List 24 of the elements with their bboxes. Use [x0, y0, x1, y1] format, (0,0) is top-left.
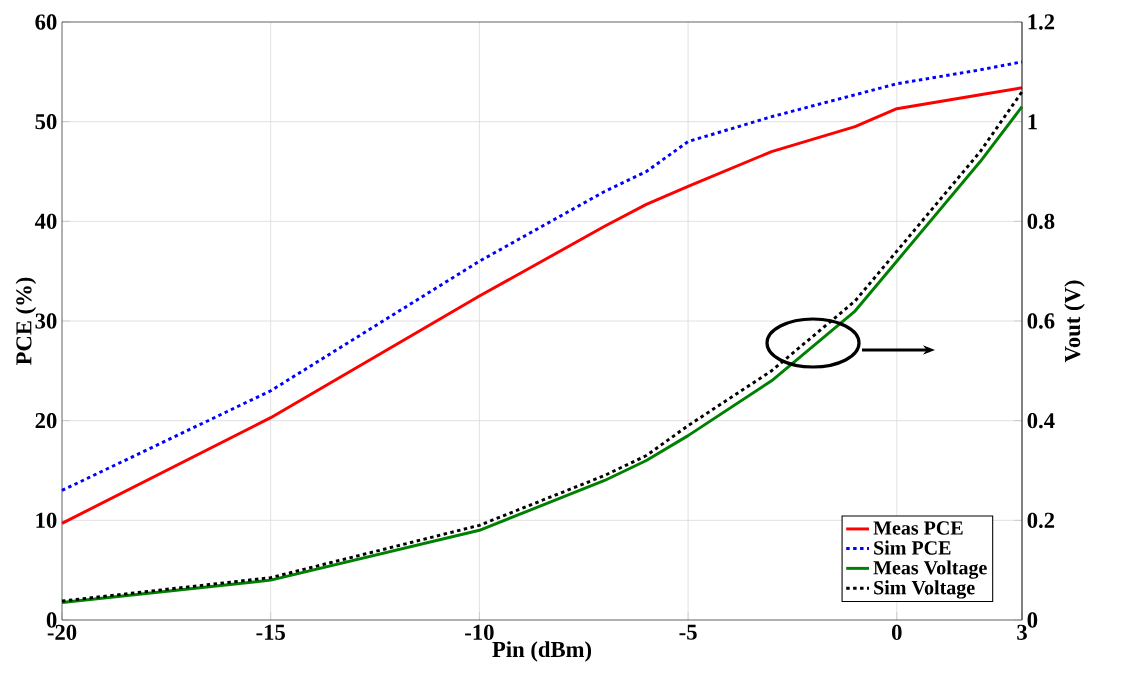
y-tick-label: 50	[35, 114, 57, 130]
legend-label: Meas PCE	[873, 521, 963, 535]
x-tick-label: -15	[256, 624, 285, 640]
y-tick-label: 40	[34, 213, 57, 229]
y2-tick-label: 0.2	[1027, 512, 1055, 529]
x-tick-label: 3	[1017, 624, 1027, 640]
y2-tick-label: 0.4	[1027, 412, 1055, 429]
legend-label: Sim Voltage	[874, 580, 975, 599]
y-tick-label: 20	[35, 413, 57, 429]
legend-label: Sim PCE	[874, 540, 951, 555]
y2-tick-label: 1	[1028, 114, 1037, 130]
x-tick-label: 0	[891, 624, 902, 641]
y2-tick-label: 0	[1027, 612, 1038, 628]
y2-tick-label: 0.8	[1027, 213, 1055, 230]
x-tick-label: -5	[679, 624, 697, 640]
x-tick-label: -10	[465, 624, 494, 641]
y-tick-label: 60	[35, 14, 57, 30]
y2-tick-label: 1.2	[1028, 14, 1055, 30]
legend-label: Meas Voltage	[873, 560, 987, 579]
y2-tick-label: 0.6	[1027, 313, 1055, 329]
y-tick-label: 30	[35, 313, 57, 329]
y2-axis-title: Vout (V)	[1064, 280, 1085, 363]
y-tick-label: 10	[36, 512, 57, 528]
x-axis-title: Pin (dBm)	[492, 641, 592, 662]
